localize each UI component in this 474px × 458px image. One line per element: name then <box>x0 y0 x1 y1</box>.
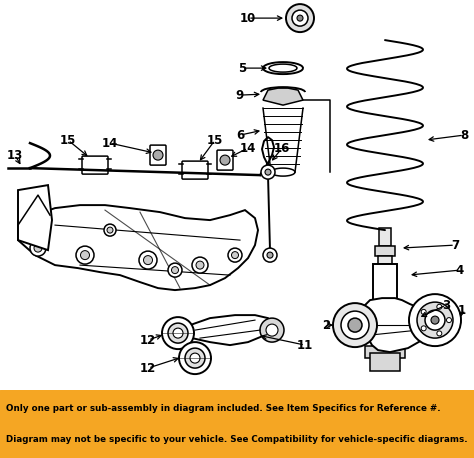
Circle shape <box>179 342 211 374</box>
Bar <box>365 346 405 358</box>
Polygon shape <box>168 315 272 345</box>
Text: 12: 12 <box>140 362 156 375</box>
Circle shape <box>447 317 452 322</box>
Circle shape <box>190 353 200 363</box>
Text: Only one part or sub-assembly in diagram included. See Item Specifics for Refere: Only one part or sub-assembly in diagram… <box>6 404 440 413</box>
Circle shape <box>173 328 183 338</box>
Circle shape <box>139 251 157 269</box>
Circle shape <box>34 244 42 252</box>
Circle shape <box>168 263 182 277</box>
FancyBboxPatch shape <box>217 150 233 170</box>
Circle shape <box>421 326 426 331</box>
Circle shape <box>297 15 303 21</box>
Circle shape <box>263 248 277 262</box>
Text: 3: 3 <box>442 299 450 311</box>
Circle shape <box>228 248 242 262</box>
Text: 16: 16 <box>274 142 290 155</box>
FancyBboxPatch shape <box>150 145 166 165</box>
Circle shape <box>76 246 94 264</box>
Text: 14: 14 <box>240 142 256 155</box>
Circle shape <box>144 256 153 265</box>
Circle shape <box>437 304 442 309</box>
Circle shape <box>333 303 377 347</box>
Circle shape <box>292 10 308 26</box>
Text: 1: 1 <box>458 304 466 316</box>
Bar <box>378 256 392 264</box>
Text: 5: 5 <box>238 62 246 75</box>
Circle shape <box>421 310 426 314</box>
Circle shape <box>81 251 90 260</box>
Bar <box>373 264 397 314</box>
Circle shape <box>185 348 205 368</box>
FancyBboxPatch shape <box>182 161 208 179</box>
Circle shape <box>260 318 284 342</box>
Text: 14: 14 <box>102 136 118 150</box>
Bar <box>379 228 391 246</box>
Circle shape <box>425 310 445 330</box>
Bar <box>375 246 395 256</box>
Circle shape <box>168 323 188 343</box>
Polygon shape <box>18 205 258 290</box>
Circle shape <box>220 155 230 165</box>
Text: 6: 6 <box>236 129 244 142</box>
Circle shape <box>348 318 362 332</box>
Circle shape <box>261 165 275 179</box>
FancyBboxPatch shape <box>82 156 108 174</box>
Text: 15: 15 <box>207 134 223 147</box>
Bar <box>370 353 400 371</box>
Circle shape <box>437 331 442 336</box>
Circle shape <box>172 267 179 273</box>
Circle shape <box>266 324 278 336</box>
Circle shape <box>196 261 204 269</box>
Text: Diagram may not be specific to your vehicle. See Compatibility for vehicle-speci: Diagram may not be specific to your vehi… <box>6 435 467 444</box>
Circle shape <box>162 317 194 349</box>
Text: 9: 9 <box>236 88 244 102</box>
Text: 15: 15 <box>60 134 76 147</box>
Circle shape <box>417 302 453 338</box>
Text: 12: 12 <box>140 333 156 347</box>
Text: 10: 10 <box>240 11 256 25</box>
Circle shape <box>30 240 46 256</box>
Circle shape <box>153 150 163 160</box>
Circle shape <box>231 251 238 259</box>
Text: 2: 2 <box>322 319 330 332</box>
Circle shape <box>107 227 113 233</box>
Polygon shape <box>18 185 52 250</box>
Polygon shape <box>263 88 303 105</box>
Circle shape <box>192 257 208 273</box>
Polygon shape <box>358 298 430 352</box>
Text: 7: 7 <box>451 239 459 251</box>
Circle shape <box>286 4 314 32</box>
Circle shape <box>431 316 439 324</box>
Bar <box>375 314 395 354</box>
Circle shape <box>409 294 461 346</box>
Text: 4: 4 <box>456 264 464 277</box>
Text: 13: 13 <box>7 148 23 162</box>
Circle shape <box>267 252 273 258</box>
Text: 11: 11 <box>297 338 313 352</box>
Circle shape <box>265 169 271 175</box>
Circle shape <box>104 224 116 236</box>
Text: 8: 8 <box>460 129 468 142</box>
Circle shape <box>341 311 369 339</box>
